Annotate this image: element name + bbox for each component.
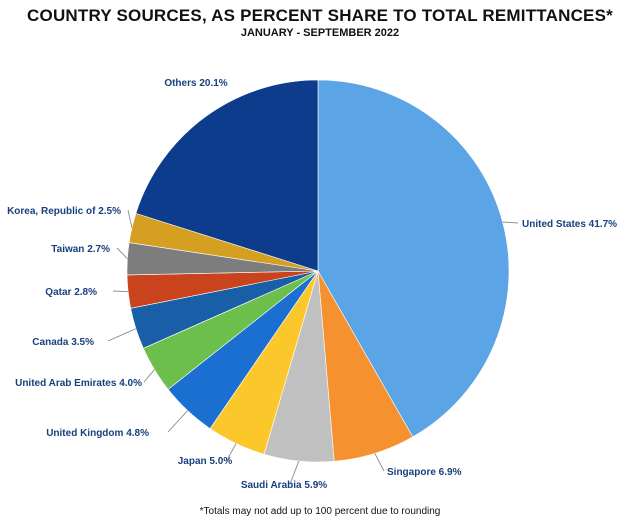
slice-label: United States 41.7% (522, 219, 617, 230)
slice-label: Qatar 2.8% (45, 287, 97, 298)
slice-label: Others 20.1% (164, 78, 227, 89)
slice-label: Saudi Arabia 5.9% (241, 480, 327, 491)
pie-slice (135, 79, 319, 272)
leader-line (127, 209, 133, 228)
slice-label: Korea, Republic of 2.5% (7, 206, 121, 217)
chart-title: COUNTRY SOURCES, AS PERCENT SHARE TO TOT… (27, 6, 613, 25)
leader-line (502, 221, 519, 224)
slice-label: Singapore 6.9% (387, 467, 462, 478)
leader-line (226, 443, 237, 461)
leader-line (289, 460, 300, 485)
pie-slice (317, 79, 510, 438)
chart-subtitle: JANUARY - SEPTEMBER 2022 (240, 27, 400, 39)
footnote: *Totals may not add up to 100 percent du… (199, 506, 441, 517)
slice-label: United Arab Emirates 4.0% (15, 378, 142, 389)
leader-line (116, 247, 128, 260)
slice-label: United Kingdom 4.8% (46, 428, 149, 439)
leader-line (374, 453, 385, 472)
slice-label: Japan 5.0% (178, 456, 233, 467)
slice-label: Canada 3.5% (32, 337, 94, 348)
leader-line (143, 369, 155, 383)
leader-line (167, 410, 188, 433)
leader-line (112, 290, 129, 293)
leader-line (107, 328, 137, 342)
slice-label: Taiwan 2.7% (51, 244, 110, 255)
